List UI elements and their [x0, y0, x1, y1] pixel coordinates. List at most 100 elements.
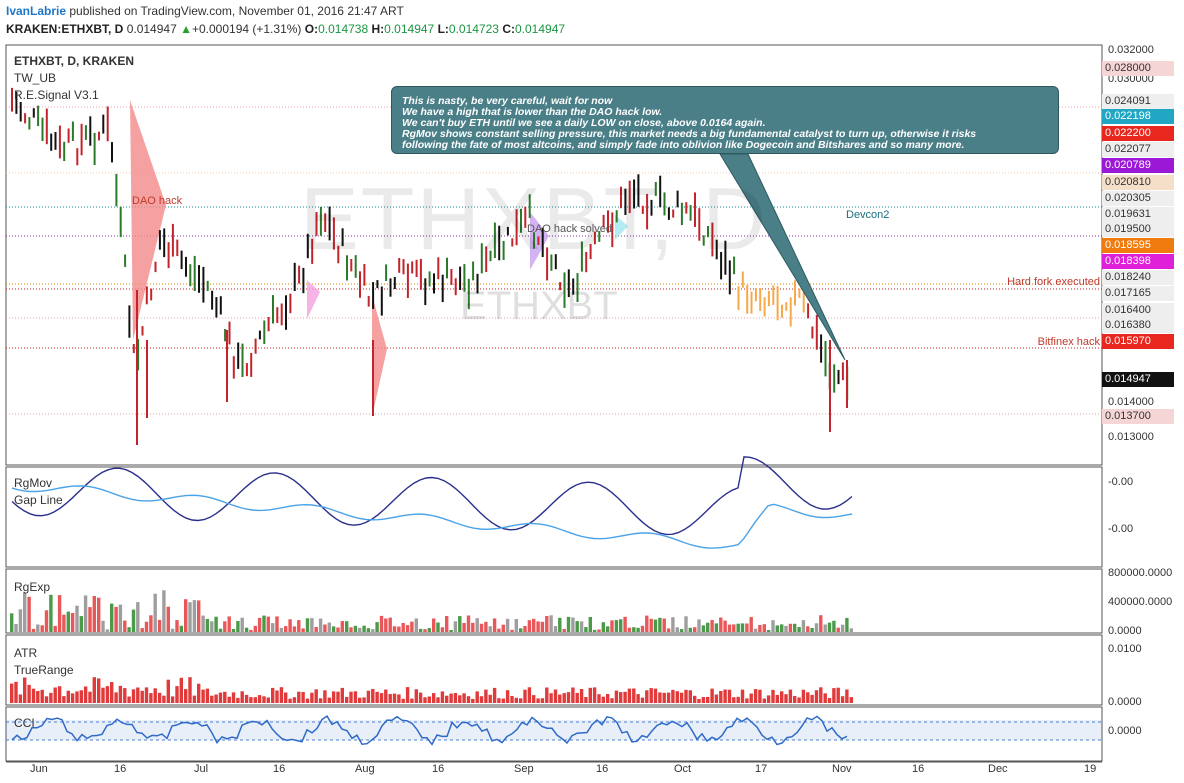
author-link[interactable]: IvanLabrie: [6, 4, 67, 18]
cci-pane-frame: [5, 706, 1103, 762]
atr-bar: [57, 686, 62, 703]
level-lines: [6, 106, 1102, 741]
rgexp-bar: [788, 623, 793, 632]
atr-bar: [784, 694, 788, 703]
atr-bar: [519, 698, 523, 703]
rgexp-bar: [827, 622, 832, 632]
atr-bar: [27, 684, 31, 703]
rgexp-bar: [584, 627, 588, 632]
rgexp-bar: [632, 627, 636, 632]
atr-bar: [197, 683, 201, 703]
atr-bar: [140, 690, 144, 703]
rgexp-bar: [505, 618, 510, 632]
rgexp-bar: [236, 621, 240, 632]
legend-study-tw-ub[interactable]: TW_UB: [14, 71, 56, 85]
date-tick: 17: [755, 763, 768, 775]
atr-bar: [553, 689, 558, 703]
atr-bar: [214, 694, 218, 703]
atr-bar: [401, 698, 405, 703]
rgexp-bar: [292, 626, 297, 632]
atr-bar: [497, 698, 501, 703]
rgexp-bar: [375, 622, 379, 632]
rgmov-title[interactable]: RgMov: [14, 476, 53, 490]
rgexp-bar: [88, 607, 92, 632]
atr-bar: [701, 697, 706, 703]
rgexp-bar: [745, 623, 749, 632]
rgexp-bar: [66, 611, 70, 632]
rgexp-bar: [205, 618, 210, 632]
price-level-label: 0.017165: [1102, 286, 1174, 301]
atr-bar: [40, 689, 44, 703]
analysis-note[interactable]: This is nasty, be very careful, wait for…: [391, 86, 1059, 154]
chart-canvas[interactable]: [0, 40, 1184, 783]
atr-bar: [606, 694, 610, 703]
legend-study-resignal[interactable]: R.E.Signal V3.1: [14, 88, 99, 102]
atr-bar: [723, 689, 727, 703]
annotation-hard-fork: Hard fork executed: [1007, 276, 1100, 288]
rgexp-bar: [453, 621, 458, 632]
rgexp-bar: [688, 627, 692, 632]
atr-bar: [601, 696, 605, 703]
rgexp-bar: [671, 617, 675, 632]
rgexp-bar: [131, 609, 136, 632]
rgexp-bar: [275, 616, 279, 632]
rgexp-bar: [466, 615, 471, 632]
atr-bar: [131, 689, 136, 703]
atr-bar: [123, 688, 127, 703]
price-level-label: 0.022198: [1102, 109, 1174, 124]
atr-bar: [18, 694, 23, 703]
atr-bar: [610, 698, 614, 703]
atr-bar: [653, 688, 658, 703]
atr-bar: [253, 697, 257, 703]
rgexp-bar: [388, 617, 392, 632]
price-level-label: 0.015970: [1102, 334, 1174, 349]
atr-bar: [249, 697, 253, 703]
rgexp-bar: [53, 625, 57, 632]
high-label: H:: [371, 22, 385, 36]
rgexp-bar: [579, 621, 584, 632]
price-level-label: 0.014947: [1102, 372, 1174, 387]
rgexp-bar: [793, 623, 797, 632]
atr-bar: [849, 697, 853, 703]
rgexp-bar: [736, 623, 740, 632]
rgexp-bar: [349, 627, 353, 632]
atr-bar: [266, 697, 270, 703]
note-pointer: [719, 153, 846, 361]
atr-bar: [297, 691, 301, 703]
annotation-dao-hack: DAO hack: [132, 195, 183, 207]
atr-bar: [384, 689, 388, 703]
rgexp-title[interactable]: RgExp: [14, 580, 51, 594]
cci-title[interactable]: CCI: [14, 716, 35, 730]
rgexp-bar: [693, 627, 697, 632]
atr-bar: [397, 694, 401, 703]
rgexp-bar: [305, 618, 310, 632]
rgexp-bar: [845, 617, 849, 632]
rgexp-bar: [614, 620, 619, 632]
legend-main[interactable]: ETHXBT, D, KRAKEN: [14, 54, 135, 68]
rgexp-bar: [484, 621, 488, 632]
rgexp-bar: [62, 614, 66, 632]
rgexp-bar: [162, 590, 166, 632]
atr-bar: [679, 692, 684, 703]
rgexp-bar: [18, 609, 23, 632]
note-line: We have a high that is lower than the DA…: [402, 106, 663, 118]
atr-bar: [392, 693, 397, 703]
rgexp-bar: [410, 621, 414, 632]
atr-bar: [510, 696, 514, 703]
price-candles: [11, 87, 849, 445]
chart-header: IvanLabrie published on TradingView.com,…: [0, 0, 1184, 40]
atr-bar: [801, 689, 806, 703]
atr-histogram: [10, 677, 853, 703]
atr-bar: [418, 692, 423, 703]
rgexp-bar: [201, 615, 205, 632]
rgexp-bar: [823, 624, 827, 632]
rgexp-bar: [153, 593, 157, 632]
atr-bar: [105, 686, 110, 703]
rgexp-bar: [340, 621, 344, 632]
symbol-label[interactable]: KRAKEN:ETHXBT, D: [6, 22, 124, 36]
price-level-label: 0.013700: [1102, 409, 1174, 424]
rgexp-bar: [379, 615, 384, 632]
atr-title[interactable]: ATR: [14, 646, 38, 660]
atr-bar: [540, 698, 545, 703]
atr-bar: [536, 698, 540, 703]
